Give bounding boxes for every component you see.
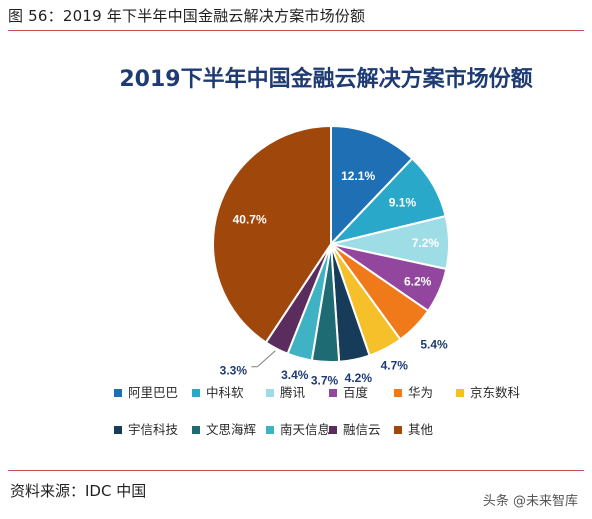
legend-label-4: 百度 xyxy=(343,385,369,400)
legend-swatch-3 xyxy=(266,389,274,397)
pie-slices xyxy=(212,124,450,363)
slice-label-9: 3.4% xyxy=(281,368,309,382)
slice-label-7: 4.2% xyxy=(345,371,373,385)
legend-label-8: 文思海辉 xyxy=(206,422,256,437)
figure-caption: 图 56：2019 年下半年中国金融云解决方案市场份额 xyxy=(8,7,366,25)
leader-line-10 xyxy=(251,350,276,368)
legend-swatch-5 xyxy=(394,389,402,397)
slice-label-11: 40.7% xyxy=(233,213,267,227)
legend-swatch-1 xyxy=(114,389,122,397)
legend-label-6: 京东数科 xyxy=(470,385,521,400)
leader-lines xyxy=(251,350,276,368)
top-divider xyxy=(8,30,584,31)
slice-11 xyxy=(212,124,332,344)
legend-swatch-10 xyxy=(329,426,337,434)
slice-label-10: 3.3% xyxy=(220,364,248,378)
legend-swatch-6 xyxy=(456,389,464,397)
legend-label-9: 南天信息 xyxy=(280,422,330,437)
pie-chart: 2019下半年中国金融云解决方案市场份额 12.1% 9.1% 7.2% 6.2% 5.… xyxy=(114,66,533,437)
slice-label-1: 12.1% xyxy=(341,169,375,183)
slice-label-3: 7.2% xyxy=(412,236,440,250)
legend-swatch-11 xyxy=(394,426,402,434)
legend-label-3: 腾讯 xyxy=(280,385,306,400)
bottom-divider xyxy=(8,470,584,471)
slice-1 xyxy=(330,124,414,247)
slice-label-2: 9.1% xyxy=(389,196,417,210)
watermark: 头条 @未来智库 xyxy=(482,494,578,509)
legend-label-5: 华为 xyxy=(408,385,433,400)
slice-label-4: 6.2% xyxy=(404,274,432,288)
legend-swatch-2 xyxy=(192,389,200,397)
legend-label-2: 中科软 xyxy=(206,385,244,400)
slice-label-6: 4.7% xyxy=(381,358,409,372)
legend-label-11: 其他 xyxy=(408,422,434,437)
legend-swatch-4 xyxy=(329,389,337,397)
legend-label-1: 阿里巴巴 xyxy=(128,385,178,400)
legend-swatch-8 xyxy=(192,426,200,434)
chart-title: 2019下半年中国金融云解决方案市场份额 xyxy=(119,66,532,92)
source-note: 资料来源：IDC 中国 xyxy=(10,482,147,500)
slice-label-5: 5.4% xyxy=(420,338,448,352)
legend-label-10: 融信云 xyxy=(343,422,381,437)
legend-swatch-7 xyxy=(114,426,122,434)
slice-label-8: 3.7% xyxy=(311,374,339,388)
legend-label-7: 宇信科技 xyxy=(128,422,179,437)
slice-labels: 12.1% 9.1% 7.2% 6.2% 5.4% 4.7% 4.2% 3.7%3.4% 3.3… xyxy=(220,169,448,388)
legend-swatch-9 xyxy=(266,426,274,434)
